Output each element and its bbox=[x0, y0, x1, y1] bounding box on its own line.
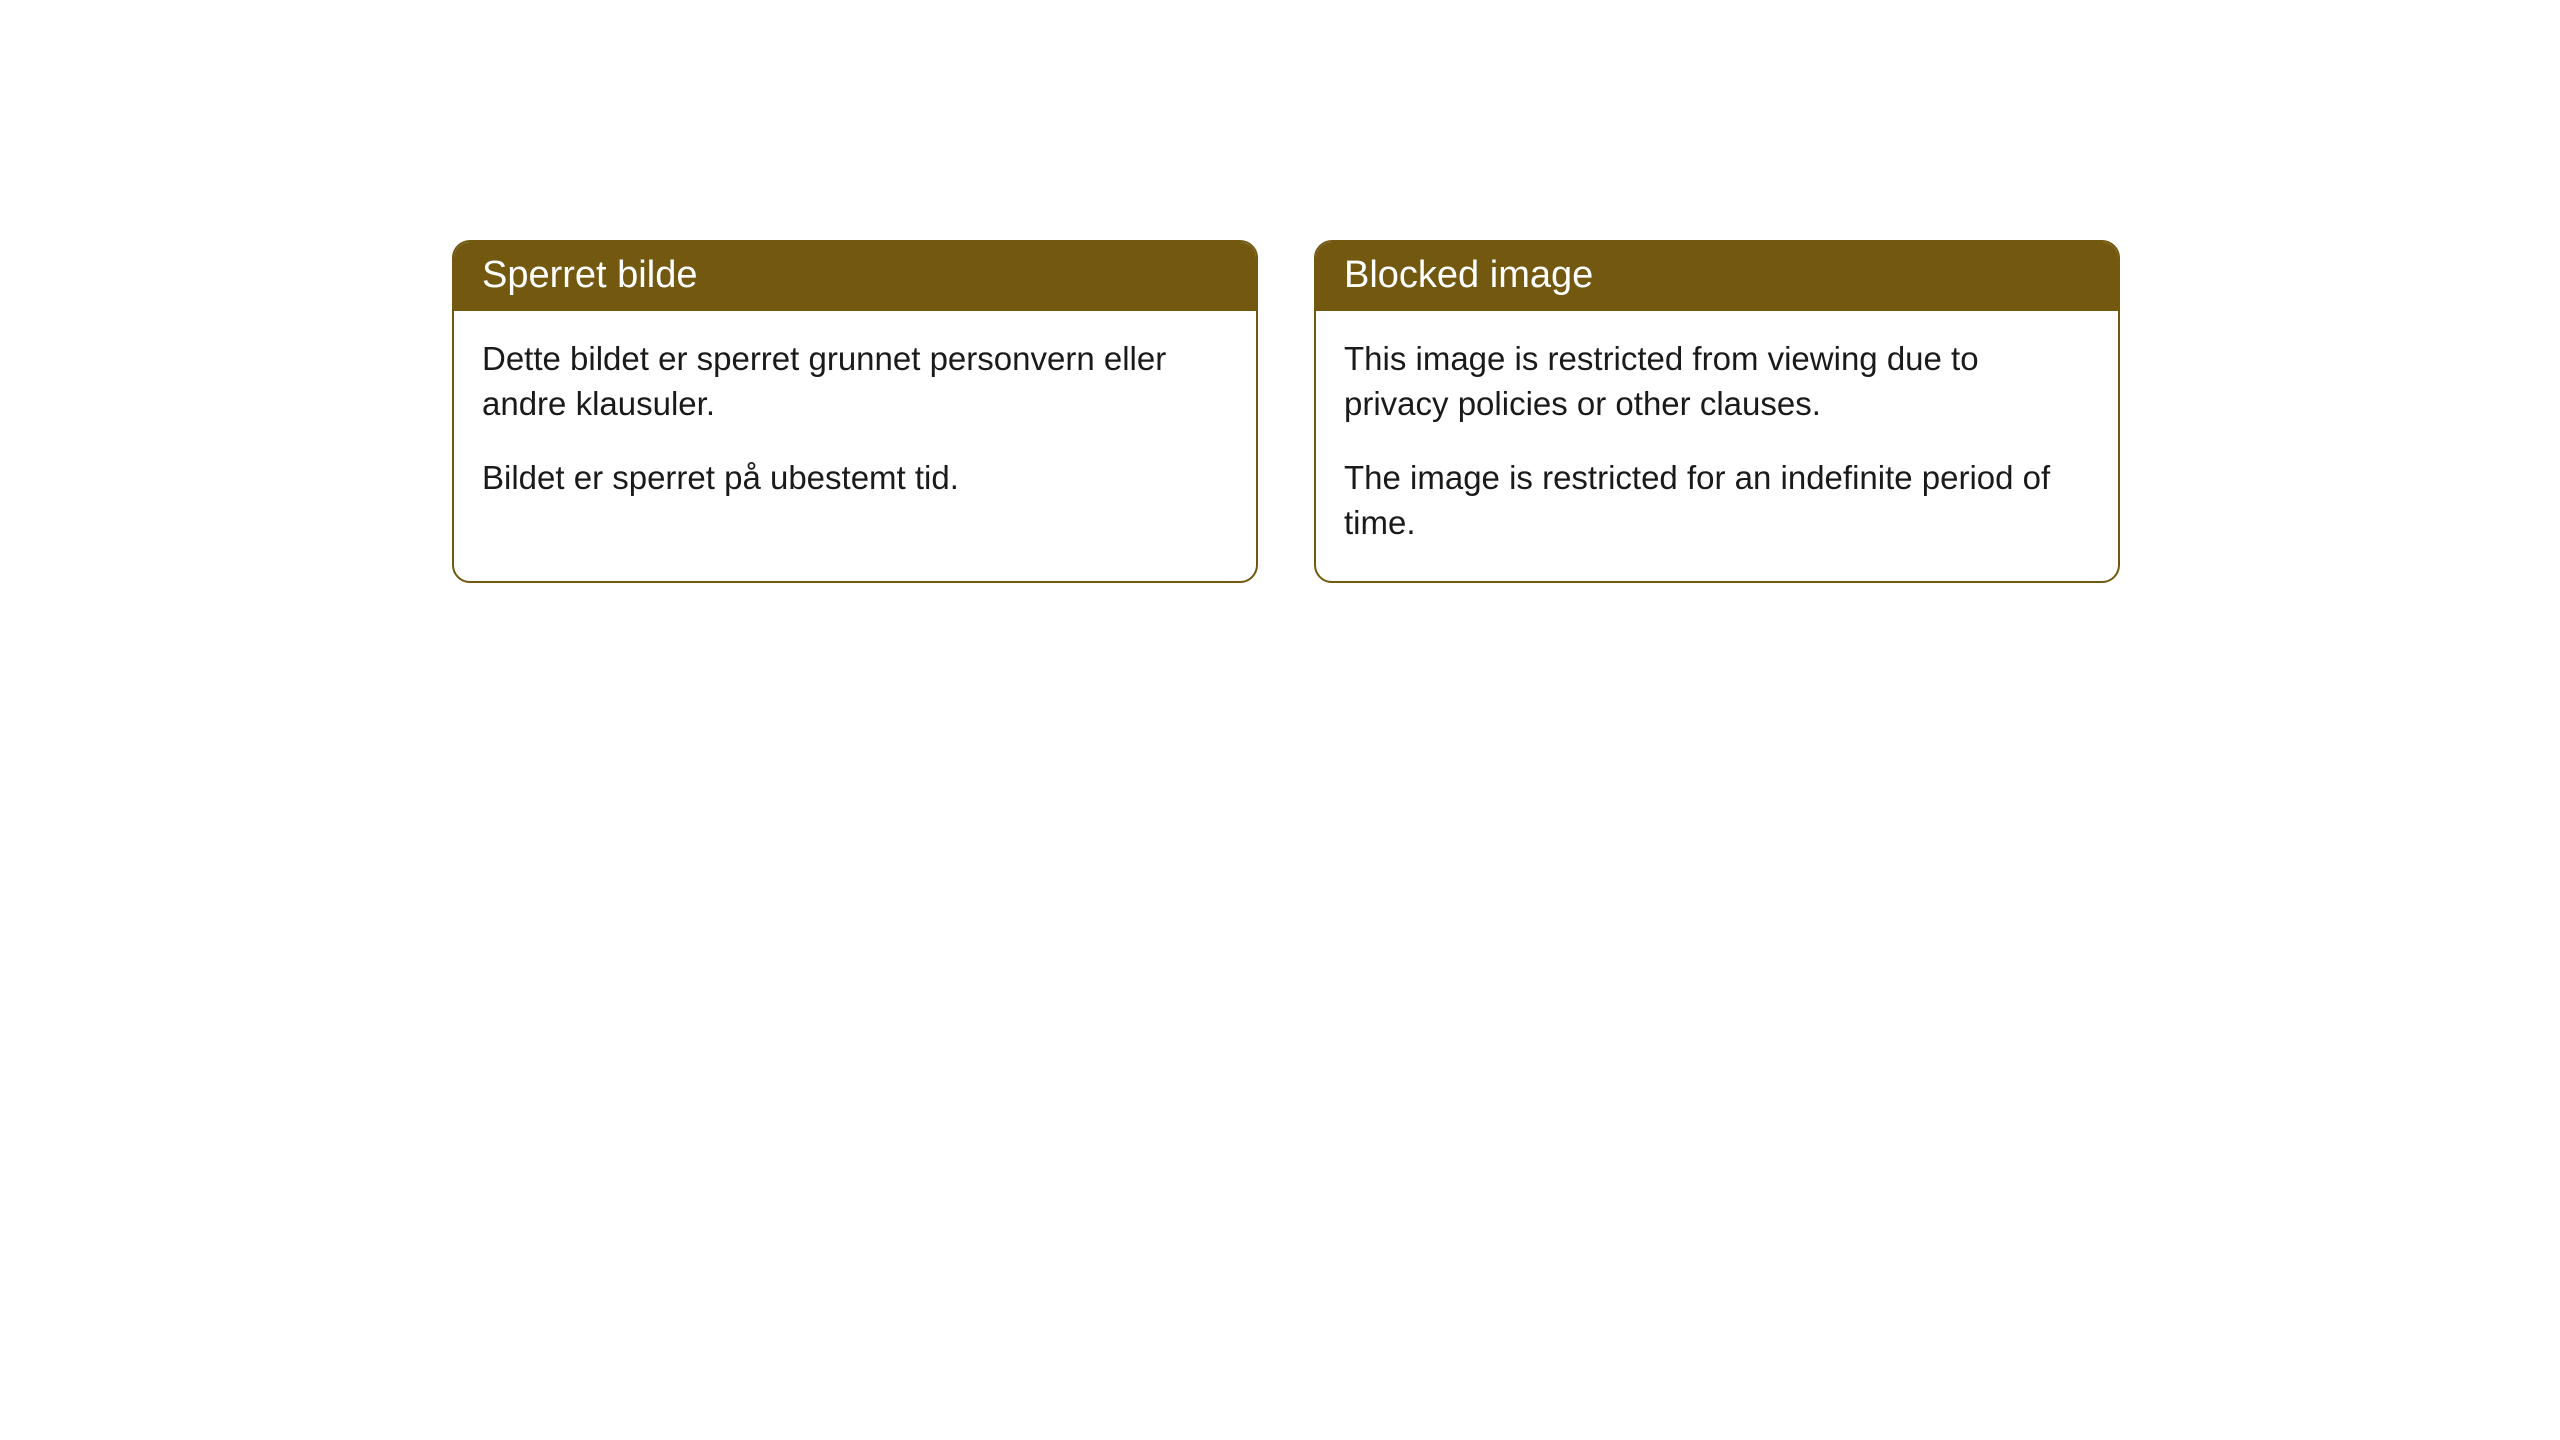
blocked-image-card-en: Blocked image This image is restricted f… bbox=[1314, 240, 2120, 583]
card-paragraph-en-2: The image is restricted for an indefinit… bbox=[1344, 456, 2090, 545]
card-header-en: Blocked image bbox=[1316, 242, 2118, 311]
card-paragraph-no-2: Bildet er sperret på ubestemt tid. bbox=[482, 456, 1228, 501]
card-body-en: This image is restricted from viewing du… bbox=[1316, 311, 2118, 581]
card-header-no: Sperret bilde bbox=[454, 242, 1256, 311]
blocked-image-card-no: Sperret bilde Dette bildet er sperret gr… bbox=[452, 240, 1258, 583]
card-body-no: Dette bildet er sperret grunnet personve… bbox=[454, 311, 1256, 537]
cards-container: Sperret bilde Dette bildet er sperret gr… bbox=[452, 240, 2120, 583]
card-paragraph-no-1: Dette bildet er sperret grunnet personve… bbox=[482, 337, 1228, 426]
card-paragraph-en-1: This image is restricted from viewing du… bbox=[1344, 337, 2090, 426]
